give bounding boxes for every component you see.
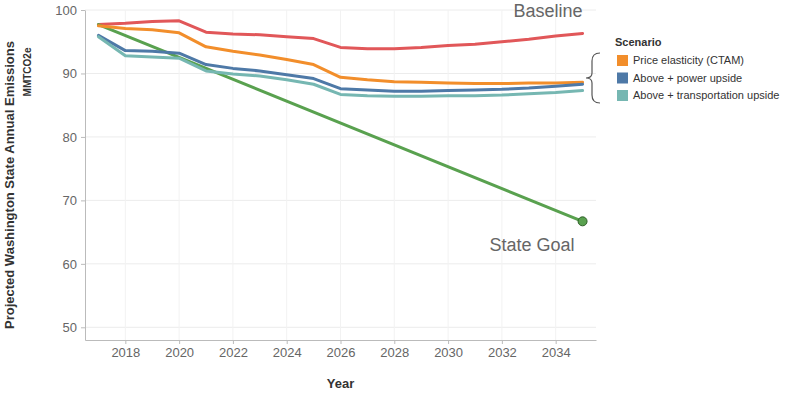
x-axis: 2018 2020 2022 2024 2026 2028 2030 2032 2034 xyxy=(86,340,597,360)
y-tick: 80 xyxy=(63,130,85,145)
grid xyxy=(85,10,596,340)
series-direct-label: State Goal xyxy=(489,235,574,255)
y-tick-mark xyxy=(81,327,85,328)
x-tick-mark xyxy=(394,340,395,344)
y-tick: 70 xyxy=(63,193,85,208)
grid-line-x xyxy=(232,10,233,340)
y-tick-label: 70 xyxy=(63,193,77,208)
plot-area xyxy=(98,21,587,226)
y-tick-label: 50 xyxy=(63,320,77,335)
x-tick-label: 2028 xyxy=(380,345,409,360)
y-tick-mark xyxy=(81,264,85,265)
legend-label: Above + power upside xyxy=(633,72,742,84)
series-direct-label: Baseline xyxy=(514,1,583,21)
x-tick: 2018 xyxy=(111,340,140,360)
x-tick: 2032 xyxy=(488,340,517,360)
y-tick: 60 xyxy=(63,257,85,272)
chart: 50 60 70 80 90 100 2018 2020 2022 2024 2026 2028 203… xyxy=(0,0,800,395)
series-line xyxy=(98,35,582,91)
series-line xyxy=(98,21,582,49)
y-tick-mark xyxy=(81,137,85,138)
y-tick-mark xyxy=(81,10,85,11)
x-tick: 2022 xyxy=(219,340,248,360)
x-tick-mark xyxy=(502,340,503,344)
legend-bracket xyxy=(586,53,600,103)
y-tick-mark xyxy=(81,200,85,201)
y-tick-label: 100 xyxy=(55,3,77,18)
legend-swatch xyxy=(617,90,628,101)
x-tick-label: 2024 xyxy=(273,345,302,360)
x-tick-label: 2032 xyxy=(488,345,517,360)
y-tick-mark xyxy=(81,73,85,74)
legend-label: Price elasticity (CTAM) xyxy=(633,54,744,66)
y-axis-line xyxy=(85,11,86,341)
x-tick-label: 2022 xyxy=(219,345,248,360)
x-tick-mark xyxy=(448,340,449,344)
x-tick: 2024 xyxy=(273,340,302,360)
y-tick: 90 xyxy=(63,66,85,81)
x-tick-mark xyxy=(341,340,342,344)
y-axis-subtitle: MMTCO2e xyxy=(22,47,33,96)
y-axis: 50 60 70 80 90 100 xyxy=(55,3,85,341)
series-line xyxy=(98,25,582,222)
y-tick: 50 xyxy=(63,320,85,335)
x-tick-label: 2030 xyxy=(434,345,463,360)
legend-title: Scenario xyxy=(615,36,662,48)
grid-line-x xyxy=(501,10,502,340)
y-tick-label: 60 xyxy=(63,257,77,272)
grid-line-x xyxy=(340,10,341,340)
x-tick-mark xyxy=(287,340,288,344)
x-tick: 2026 xyxy=(327,340,356,360)
grid-line-x xyxy=(125,10,126,340)
x-tick-mark xyxy=(233,340,234,344)
y-tick-label: 90 xyxy=(63,66,77,81)
grid-line-x xyxy=(448,10,449,340)
legend-swatch xyxy=(617,55,628,66)
x-tick-label: 2026 xyxy=(327,345,356,360)
grid-line-x xyxy=(394,10,395,340)
x-tick-label: 2020 xyxy=(165,345,194,360)
legend-swatch xyxy=(617,73,628,84)
x-tick-mark xyxy=(125,340,126,344)
grid-line-x xyxy=(555,10,556,340)
x-tick: 2030 xyxy=(434,340,463,360)
x-tick: 2034 xyxy=(542,340,571,360)
series-line xyxy=(98,37,582,97)
x-tick-mark xyxy=(556,340,557,344)
x-tick-label: 2034 xyxy=(542,345,571,360)
x-axis-title: Year xyxy=(327,376,354,391)
x-tick-mark xyxy=(179,340,180,344)
x-tick: 2020 xyxy=(165,340,194,360)
y-axis-title: Projected Washington State Annual Emissi… xyxy=(2,41,17,329)
y-tick-label: 80 xyxy=(63,130,77,145)
x-tick: 2028 xyxy=(380,340,409,360)
y-tick: 100 xyxy=(55,3,85,18)
series-line xyxy=(98,26,582,84)
x-tick-label: 2018 xyxy=(111,345,140,360)
legend-label: Above + transportation upside xyxy=(633,89,779,101)
legend: Scenario Price elasticity (CTAM) Above + p… xyxy=(586,36,779,103)
series-end-marker xyxy=(578,217,587,226)
